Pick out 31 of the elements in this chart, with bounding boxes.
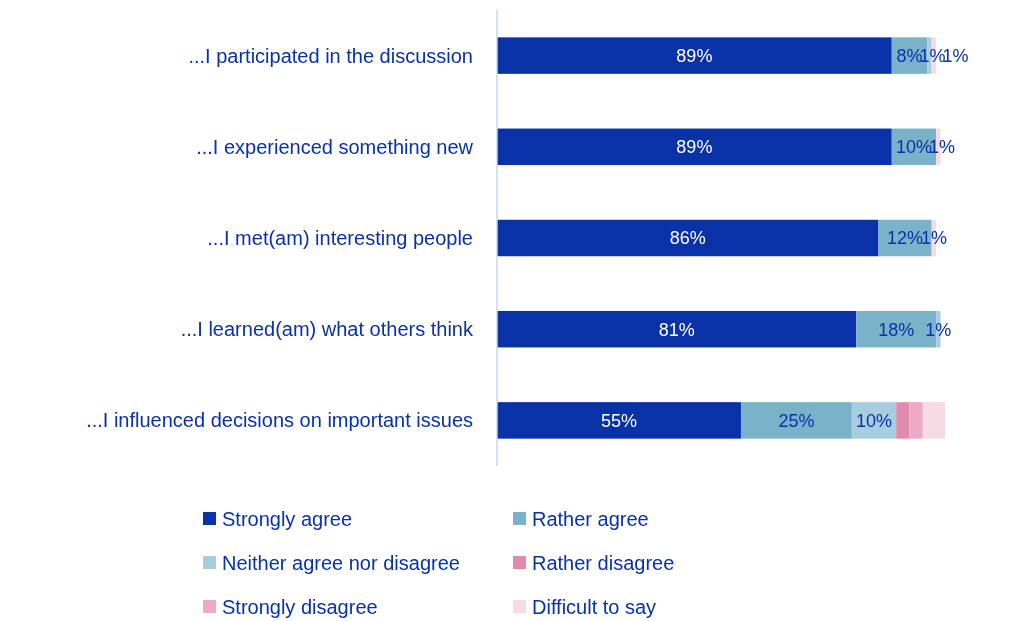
y-tick-label: ...I experienced something new bbox=[196, 135, 474, 158]
data-label: 10% bbox=[895, 137, 932, 158]
data-label: 12% bbox=[887, 228, 924, 249]
bar bbox=[497, 37, 892, 74]
legend-label: Difficult to say bbox=[532, 596, 657, 618]
data-label: 25% bbox=[778, 410, 815, 431]
bar bbox=[497, 219, 879, 257]
y-tick-label: ...I met(am) interesting people bbox=[207, 227, 473, 249]
data-label: 89% bbox=[676, 45, 713, 66]
bar bbox=[497, 128, 892, 166]
bar bbox=[740, 402, 852, 439]
legend-label: Strongly disagree bbox=[222, 596, 378, 618]
data-label: 18% bbox=[878, 319, 915, 340]
bar bbox=[497, 402, 741, 439]
data-label: 55% bbox=[600, 410, 637, 431]
data-label: 89% bbox=[676, 137, 713, 158]
bar bbox=[909, 402, 923, 439]
bar bbox=[497, 310, 857, 348]
data-label: 86% bbox=[669, 228, 706, 249]
data-label: 8% bbox=[896, 45, 923, 66]
y-tick-label: ...I influenced decisions on important issues bbox=[86, 409, 473, 432]
y-tick-label: ...I participated in the discussion bbox=[188, 44, 473, 67]
legend-label: Neither agree nor disagree bbox=[222, 552, 460, 574]
bar bbox=[922, 402, 945, 439]
bar bbox=[896, 402, 910, 439]
legend-label: Rather disagree bbox=[532, 552, 675, 574]
data-label: 81% bbox=[658, 319, 695, 340]
data-label: 10% bbox=[856, 410, 893, 431]
legend-label: Rather agree bbox=[532, 508, 649, 530]
y-tick-label: ...I learned(am) what others think bbox=[180, 318, 474, 341]
legend-label: Strongly agree bbox=[222, 508, 353, 530]
